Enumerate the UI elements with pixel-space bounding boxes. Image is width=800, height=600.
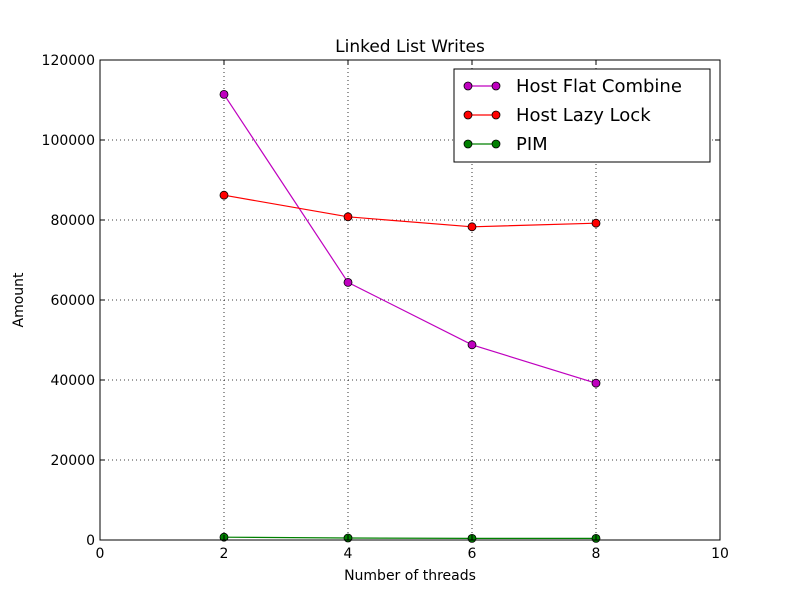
legend-marker — [463, 81, 473, 91]
y-tick-label: 0 — [86, 533, 95, 549]
data-point — [467, 222, 477, 232]
data-point — [591, 218, 601, 228]
legend: Host Flat Combine Host Lazy Lock PIM — [453, 68, 711, 163]
series-line — [223, 94, 597, 384]
x-tick-label: 0 — [96, 546, 105, 562]
series-1 — [219, 190, 601, 232]
series-0 — [219, 90, 601, 388]
chart-title: Linked List Writes — [335, 37, 485, 57]
legend-marker — [491, 81, 501, 91]
y-tick-label: 40000 — [50, 373, 95, 389]
y-tick-label: 80000 — [50, 213, 95, 229]
y-tick-label: 100000 — [42, 133, 95, 149]
data-point — [219, 90, 229, 99]
x-tick-label: 4 — [344, 546, 353, 562]
x-tick-label: 10 — [711, 546, 729, 562]
x-tick-label: 6 — [468, 546, 477, 562]
legend-label: Host Flat Combine — [516, 76, 682, 97]
legend-label: Host Lazy Lock — [516, 105, 651, 126]
y-tick-label: 120000 — [42, 53, 95, 69]
data-point — [219, 190, 229, 200]
series-2 — [219, 532, 601, 543]
y-tick-label: 20000 — [50, 453, 95, 469]
data-point — [343, 212, 353, 222]
legend-marker — [491, 110, 501, 120]
legend-label: PIM — [516, 134, 548, 155]
data-point — [343, 277, 353, 287]
x-axis-label: Number of threads — [344, 568, 476, 584]
legend-marker — [463, 110, 473, 120]
x-tick-label: 2 — [220, 546, 229, 562]
legend-marker — [463, 139, 473, 149]
ticks: 0 2 4 6 8 10 0 20000 40000 60000 80000 100000 120000 — [42, 53, 729, 562]
legend-marker — [491, 139, 501, 149]
y-tick-label: 60000 — [50, 293, 95, 309]
series-line — [223, 194, 597, 228]
data-point — [467, 340, 477, 350]
data-point — [591, 378, 601, 388]
x-tick-label: 8 — [592, 546, 601, 562]
series-line — [223, 536, 596, 540]
y-axis-label: Amount — [11, 272, 27, 328]
